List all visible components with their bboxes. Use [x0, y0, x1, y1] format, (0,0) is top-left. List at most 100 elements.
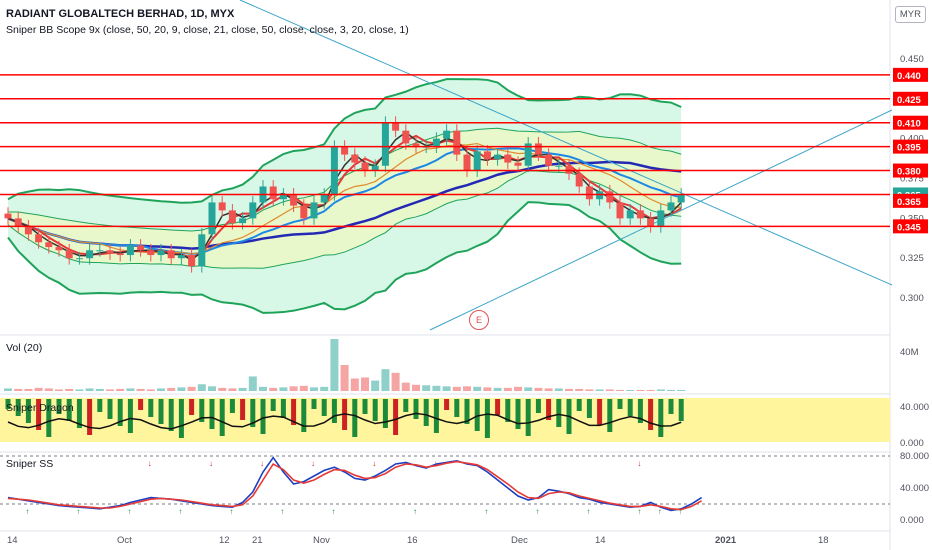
price-tick-label: 0.450 — [900, 54, 924, 65]
dragon-bar — [495, 399, 501, 415]
ss-sell-signal: ↓ — [433, 459, 437, 468]
dragon-bar — [107, 399, 113, 419]
candle-body — [320, 194, 328, 203]
outer-band-lower — [7, 201, 682, 314]
dragon-bar — [454, 399, 460, 417]
earnings-event-icon[interactable]: E — [469, 310, 489, 330]
volume-bar — [524, 387, 533, 391]
dragon-bar — [76, 399, 82, 428]
candle-body — [381, 122, 389, 166]
volume-bar — [554, 388, 563, 391]
volume-bar — [350, 378, 359, 391]
volume-bar — [248, 376, 257, 391]
dragon-bar — [229, 399, 235, 413]
price-tag-label: 0.440 — [897, 71, 921, 82]
volume-bar — [187, 386, 196, 391]
candle-body — [290, 194, 298, 206]
currency-button[interactable]: MYR — [894, 6, 926, 23]
volume-bar — [320, 386, 329, 391]
time-tick-label: 2021 — [715, 535, 737, 546]
volume-bar — [126, 388, 135, 391]
candle-body — [657, 210, 665, 227]
volume-bar — [238, 387, 247, 391]
ma-21-line — [7, 147, 682, 256]
dragon-bar — [56, 399, 62, 414]
ss-buy-signal: ↑ — [637, 507, 641, 516]
dragon-bar — [403, 399, 409, 412]
candle-body — [188, 255, 196, 267]
dragon-bar — [464, 399, 470, 424]
inner-band-fill — [8, 128, 682, 269]
dragon-bar — [413, 399, 419, 419]
candle-body — [371, 165, 379, 171]
dragon-bar — [25, 399, 31, 423]
volume-bar — [146, 389, 155, 391]
dragon-bar — [5, 399, 11, 409]
candle-body — [596, 191, 604, 200]
ss-buy-signal: ↑ — [331, 507, 335, 516]
ss-buy-signal: ↑ — [229, 507, 233, 516]
volume-bar — [116, 388, 125, 391]
dragon-bar — [260, 399, 266, 434]
volume-bar — [44, 388, 53, 391]
candle-body — [75, 258, 83, 260]
price-tick-label: 0.300 — [900, 293, 924, 304]
trend-line-down — [239, 0, 893, 286]
dragon-bar — [393, 399, 399, 435]
dragon-bar — [474, 399, 480, 431]
dragon-bar — [535, 399, 541, 413]
dragon-bar — [291, 399, 297, 425]
ss-sell-signal: ↓ — [209, 459, 213, 468]
candle-body — [126, 245, 134, 256]
dragon-bar — [627, 399, 633, 416]
dragon-bar — [280, 399, 286, 418]
dragon-bar — [352, 399, 358, 437]
ss-buy-signal: ↑ — [535, 507, 539, 516]
candle-body — [514, 162, 522, 166]
dragon-bar — [189, 399, 195, 415]
dragon-tick-label: 0.000 — [900, 438, 924, 449]
candle-body — [177, 255, 185, 259]
price-tag — [893, 163, 928, 178]
candle-body — [45, 242, 53, 248]
dragon-bar — [607, 399, 613, 432]
candle-body — [351, 154, 359, 163]
dragon-bar — [321, 399, 327, 416]
dragon-bar — [240, 399, 246, 420]
candle-body — [647, 218, 655, 227]
volume-bar — [452, 386, 461, 391]
volume-bar — [565, 388, 573, 391]
candle-body — [35, 234, 43, 243]
time-tick-label: 14 — [7, 535, 18, 546]
outer-band-upper — [7, 78, 682, 204]
dragon-bar — [423, 399, 429, 426]
candle-body — [412, 143, 420, 147]
time-tick-label: 14 — [595, 535, 606, 546]
candle-body — [157, 250, 165, 256]
candle-body — [116, 253, 124, 256]
volume-pane-label: Vol (20) — [6, 342, 43, 354]
volume-bar — [177, 387, 186, 391]
time-tick-label: 16 — [407, 535, 418, 546]
candle-body — [555, 165, 563, 167]
volume-bar — [575, 388, 584, 391]
volume-bar — [24, 388, 33, 391]
candle-body — [96, 250, 104, 252]
dragon-bar — [444, 399, 450, 410]
volume-tick-label: 40M — [900, 347, 919, 358]
indicator-legend[interactable]: Sniper BB Scope 9x (close, 50, 20, 9, cl… — [6, 24, 409, 36]
dragon-bar — [301, 399, 307, 432]
volume-bar — [585, 389, 594, 391]
volume-bar — [432, 385, 441, 391]
volume-bar — [55, 389, 63, 391]
candle-body — [361, 162, 369, 171]
dragon-bar — [46, 399, 52, 437]
volume-bar — [95, 388, 104, 391]
candle-body — [106, 250, 114, 254]
time-tick-label: Nov — [313, 535, 330, 546]
ss-buy-signal: ↑ — [25, 507, 29, 516]
volume-bar — [157, 388, 165, 391]
dragon-bar — [209, 399, 215, 429]
candle-body — [341, 146, 349, 155]
